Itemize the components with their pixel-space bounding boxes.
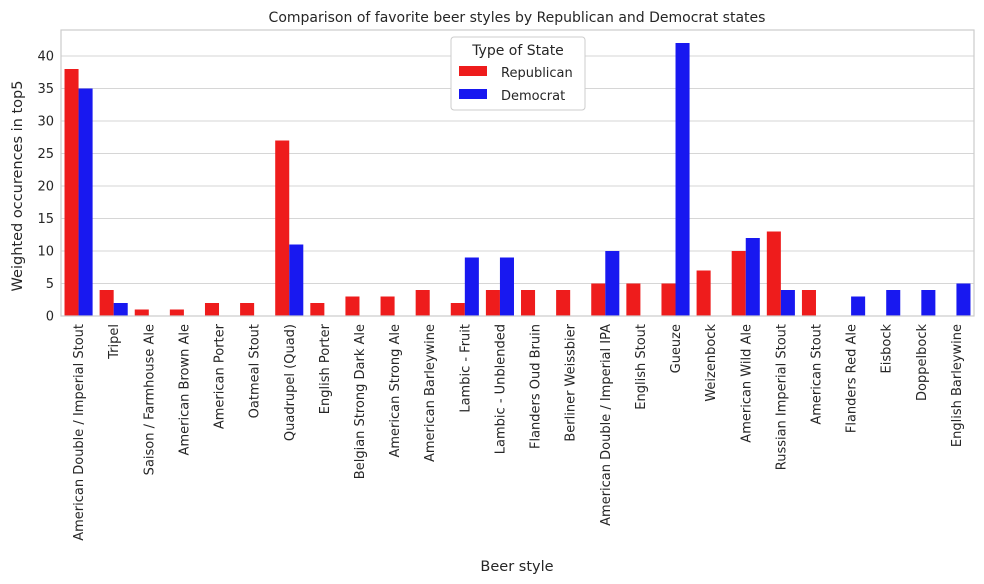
bar-republican-lambic-fruit [450, 303, 465, 316]
bar-democrat-american-wild-ale [745, 238, 760, 316]
legend-swatch-republican [459, 66, 487, 76]
bar-democrat-tripel [113, 303, 128, 316]
bar-republican-saison-farmhouse-ale [134, 309, 149, 316]
x-tick-label-lambic-fruit: Lambic - Fruit [458, 324, 473, 413]
x-tick-label-english-barleywine: English Barleywine [950, 324, 965, 447]
x-tick-label-gueuze: Gueuze [669, 324, 684, 373]
bar-democrat-lambic-unblended [499, 257, 514, 316]
x-tick-label-english-stout: English Stout [634, 324, 649, 410]
x-tick-label-flanders-oud-bruin: Flanders Oud Bruin [529, 324, 544, 449]
y-tick-label-0: 0 [46, 310, 54, 325]
x-tick-label-american-double-imperial-stout: American Double / Imperial Stout [72, 324, 87, 541]
x-tick-label-berliner-weissbier: Berliner Weissbier [564, 323, 579, 441]
bar-democrat-flanders-red-ale [851, 296, 866, 316]
x-tick-label-american-barleywine: American Barleywine [423, 324, 438, 462]
y-tick-label-30: 30 [37, 115, 54, 130]
chart-title: Comparison of favorite beer styles by Re… [269, 10, 766, 26]
x-tick-label-american-porter: American Porter [213, 323, 228, 429]
bars [64, 43, 971, 316]
bar-republican-oatmeal-stout [240, 303, 255, 316]
y-tick-label-35: 35 [37, 82, 54, 97]
legend-swatch-democrat [459, 89, 487, 99]
x-tick-label-doppelbock: Doppelbock [915, 324, 930, 401]
bar-republican-belgian-strong-dark-ale [345, 296, 360, 316]
x-axis-label: Beer style [480, 559, 553, 575]
x-tick-label-eisbock: Eisbock [880, 324, 895, 374]
y-tick-label-40: 40 [37, 50, 54, 65]
x-tick-label-english-porter: English Porter [318, 323, 333, 414]
bar-democrat-doppelbock [921, 290, 936, 316]
legend: Type of State Republican Democrat [450, 36, 586, 111]
y-axis-label: Weighted occurences in top5 [10, 81, 26, 292]
x-tick-label-quadrupel-quad: Quadrupel (Quad) [283, 324, 298, 441]
bar-republican-english-stout [626, 283, 641, 316]
bar-republican-weizenbock [696, 270, 711, 316]
bar-democrat-english-barleywine [956, 283, 971, 316]
bar-democrat-quadrupel-quad [289, 244, 304, 316]
bar-democrat-lambic-fruit [464, 257, 479, 316]
x-tick-label-russian-imperial-stout: Russian Imperial Stout [774, 324, 789, 470]
bar-republican-berliner-weissbier [556, 290, 571, 316]
bar-republican-gueuze [661, 283, 676, 316]
bar-democrat-gueuze [675, 43, 690, 316]
bar-republican-lambic-unblended [485, 290, 500, 316]
bar-republican-american-strong-ale [380, 296, 395, 316]
y-tick-label-10: 10 [37, 245, 54, 260]
y-tick-label-20: 20 [37, 180, 54, 195]
x-tick-label-lambic-unblended: Lambic - Unblended [493, 324, 508, 454]
x-tick-label-tripel: Tripel [107, 324, 122, 360]
x-tick-label-american-stout: American Stout [809, 324, 824, 425]
x-tick-label-american-wild-ale: American Wild Ale [739, 324, 754, 443]
y-tick-label-25: 25 [37, 147, 54, 162]
bar-democrat-american-double-imperial-stout [78, 88, 93, 316]
x-tick-label-belgian-strong-dark-ale: Belgian Strong Dark Ale [353, 324, 368, 479]
bar-republican-american-porter [204, 303, 220, 316]
bar-republican-american-brown-ale [169, 309, 184, 316]
x-tick-label-american-double-imperial-ipa: American Double / Imperial IPA [599, 324, 614, 526]
bar-republican-american-wild-ale [731, 251, 746, 316]
legend-label-democrat: Democrat [501, 89, 565, 104]
bar-republican-english-porter [310, 303, 325, 316]
legend-title: Type of State [471, 43, 564, 59]
bar-republican-american-double-imperial-ipa [591, 283, 606, 316]
y-tick-label-15: 15 [37, 212, 54, 227]
bar-democrat-american-double-imperial-ipa [605, 251, 620, 316]
x-axis-ticks: American Double / Imperial Stout Tripel Sa… [72, 323, 965, 540]
x-tick-label-saison-farmhouse-ale: Saison / Farmhouse Ale [142, 324, 157, 475]
x-tick-label-american-brown-ale: American Brown Ale [177, 324, 192, 455]
bar-republican-flanders-oud-bruin [521, 290, 536, 316]
x-tick-label-american-strong-ale: American Strong Ale [388, 324, 403, 458]
x-tick-label-flanders-red-ale: Flanders Red Ale [845, 324, 860, 433]
bar-republican-quadrupel-quad [275, 140, 290, 316]
bar-republican-tripel [99, 290, 114, 316]
plot-frame [60, 29, 975, 317]
bar-republican-american-double-imperial-stout [64, 69, 79, 316]
bar-republican-american-barleywine [415, 290, 430, 316]
legend-label-republican: Republican [501, 66, 573, 81]
x-tick-label-weizenbock: Weizenbock [704, 324, 719, 402]
bar-democrat-russian-imperial-stout [780, 290, 795, 316]
y-tick-label-5: 5 [46, 277, 54, 292]
y-axis-ticks: 0 5 10 15 20 25 30 35 40 [37, 50, 54, 325]
bar-republican-american-stout [801, 290, 816, 316]
bar-republican-russian-imperial-stout [766, 231, 781, 316]
x-tick-label-oatmeal-stout: Oatmeal Stout [248, 324, 263, 418]
bar-democrat-eisbock [886, 290, 901, 316]
